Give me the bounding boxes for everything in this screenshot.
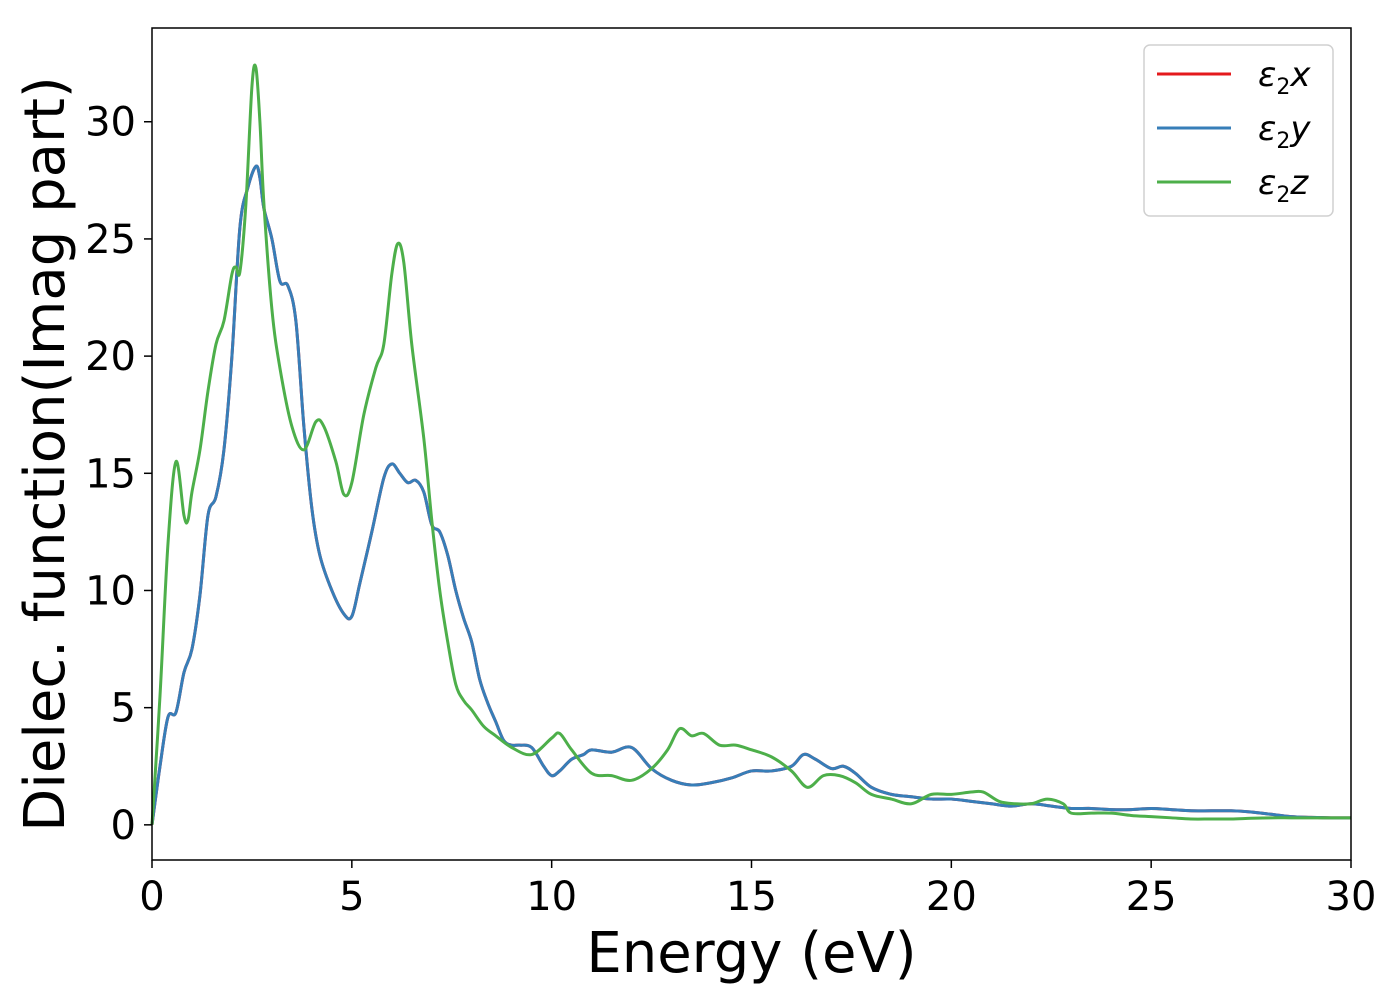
y-tick-label: 5 (111, 686, 136, 732)
legend-label-y: ε2y (1258, 109, 1311, 154)
series-line-z (150, 63, 1351, 825)
series-lines (150, 63, 1352, 826)
x-tick-label: 30 (1326, 874, 1377, 920)
legend-label-x: ε2x (1258, 55, 1311, 100)
x-axis-title: Energy (eV) (586, 921, 916, 986)
legend-label-z: ε2z (1258, 163, 1309, 208)
y-tick-label: 30 (85, 100, 136, 146)
series-line-y (150, 164, 1352, 826)
y-tick-label: 15 (85, 451, 136, 497)
x-tick-label: 0 (139, 874, 164, 920)
x-tick-label: 20 (926, 874, 977, 920)
series-line-x (150, 164, 1352, 826)
y-axis-ticks: 0 5 10 15 20 25 30 (85, 100, 152, 849)
x-tick-label: 25 (1126, 874, 1177, 920)
y-axis-title: Dielec. function(Imag part) (13, 76, 78, 832)
legend-box (1143, 44, 1334, 217)
y-tick-label: 10 (85, 568, 136, 614)
y-tick-label: 0 (111, 803, 136, 849)
y-tick-label: 25 (85, 217, 136, 263)
x-tick-label: 10 (526, 874, 577, 920)
x-tick-label: 5 (339, 874, 364, 920)
y-tick-label: 20 (85, 334, 136, 380)
legend[interactable]: ε2x ε2y ε2z (1143, 44, 1334, 217)
x-tick-label: 15 (726, 874, 777, 920)
x-axis-ticks: 0 5 10 15 20 25 30 (139, 860, 1376, 920)
